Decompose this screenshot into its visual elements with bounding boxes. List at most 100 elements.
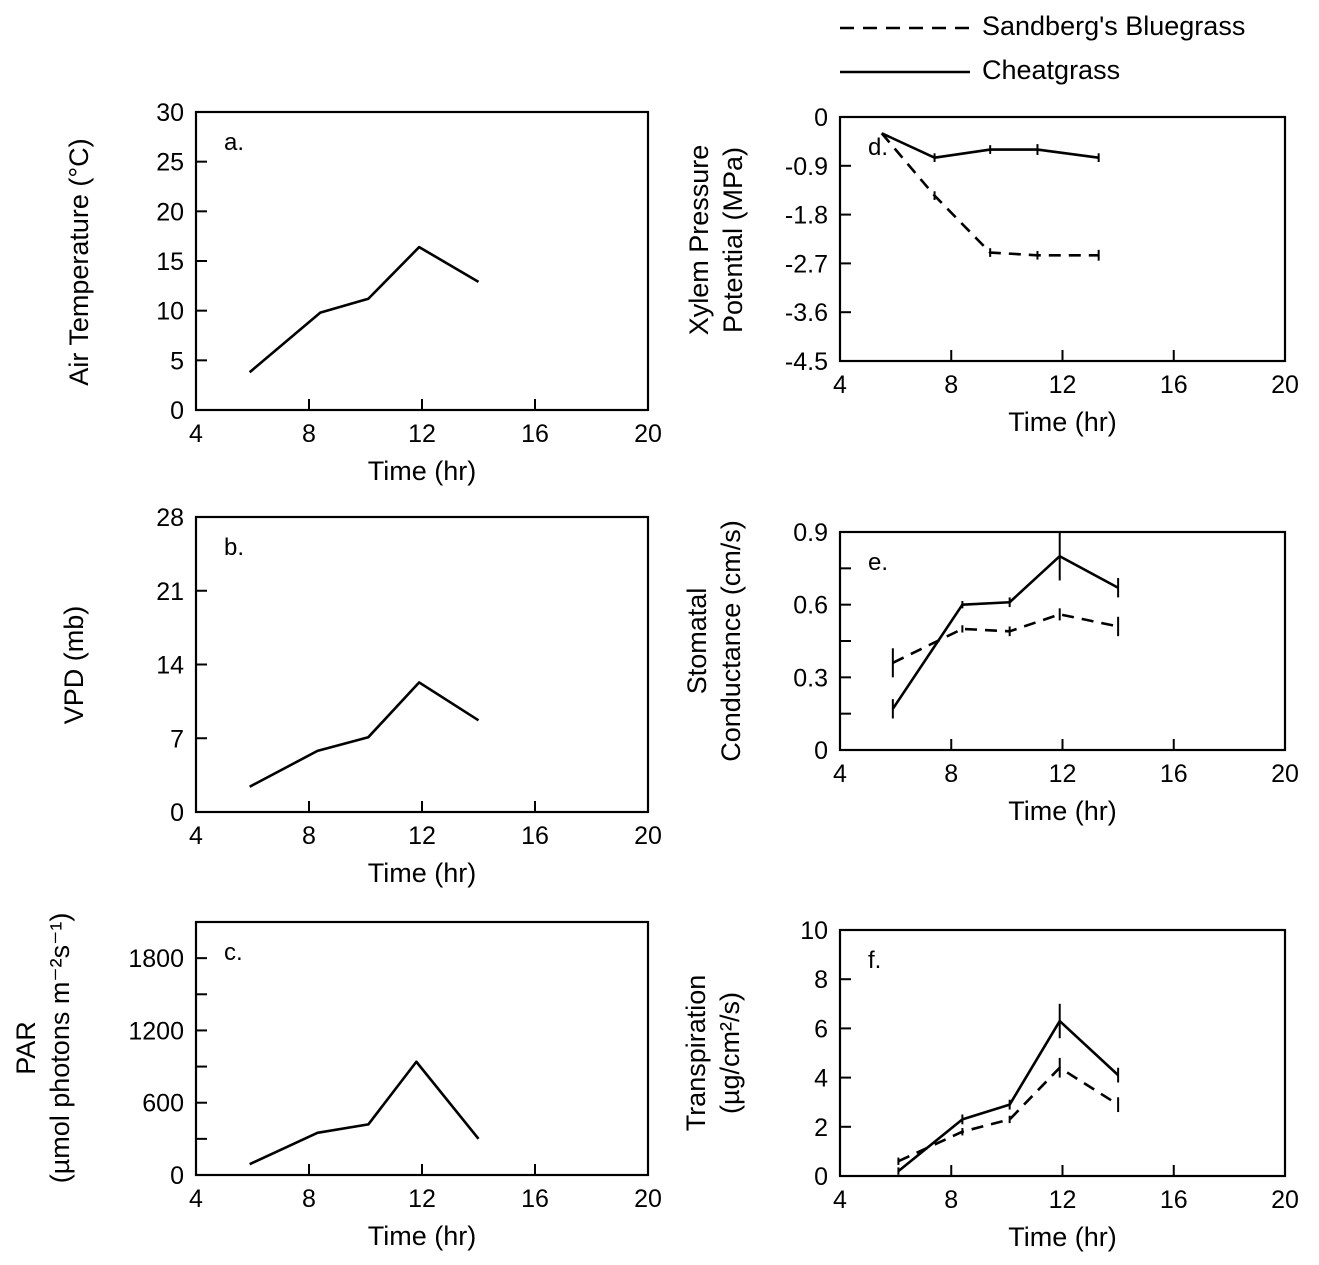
y-tick-label: 0: [170, 397, 184, 425]
y-axis-title: Potential (MPa): [718, 147, 748, 333]
y-axis-title: Conductance (cm/s): [716, 520, 746, 762]
x-tick-label: 16: [1160, 760, 1188, 788]
x-tick-label: 16: [521, 822, 549, 850]
y-tick-label: 14: [156, 652, 184, 680]
y-tick-label: 10: [800, 917, 828, 945]
y-tick-label: 0: [814, 1163, 828, 1191]
y-tick-label: 30: [156, 99, 184, 127]
panel-e: 4 8 12 16 20 0 0.3 0.6 0.9 Time (hr) Stomatal Condu…: [682, 519, 1299, 826]
legend: Sandberg's Bluegrass Cheatgrass: [840, 11, 1245, 85]
y-axis-title: VPD (mb): [59, 606, 89, 725]
series-line-cheatgrass: [897, 1019, 1120, 1173]
y-axis-title: Transpiration: [681, 975, 711, 1132]
x-axis-title: Time (hr): [368, 1221, 477, 1251]
y-axis-title: (µg/cm²/s): [715, 992, 745, 1114]
x-tick-label: 12: [1049, 760, 1077, 788]
x-axis-title: Time (hr): [1008, 796, 1117, 826]
y-tick-label: -3.6: [785, 299, 828, 327]
y-tick-label: 0.6: [793, 592, 828, 620]
y-tick-label: 1200: [128, 1017, 184, 1045]
series-line-bluegrass: [892, 613, 1119, 664]
panel-b: 4 8 12 16 20 0 7 14 21 28 Time (hr) VPD (mb) b.: [59, 504, 662, 888]
x-tick-label: 12: [1049, 371, 1077, 399]
x-tick-label: 4: [833, 760, 847, 788]
legend-label-cheatgrass: Cheatgrass: [982, 55, 1120, 85]
y-tick-label: 1800: [128, 945, 184, 973]
x-tick-label: 4: [189, 822, 203, 850]
x-tick-label: 12: [408, 420, 436, 448]
plot-frame: [194, 920, 650, 1177]
y-tick-label: 5: [170, 347, 184, 375]
y-tick-label: 8: [814, 966, 828, 994]
x-tick-label: 12: [408, 1185, 436, 1213]
panel-letter: f.: [868, 947, 881, 974]
legend-label-bluegrass: Sandberg's Bluegrass: [982, 11, 1245, 41]
y-tick-label: 0: [170, 799, 184, 827]
x-tick-label: 8: [302, 1185, 316, 1213]
x-axis-title: Time (hr): [368, 456, 477, 486]
y-tick-label: 21: [156, 578, 184, 606]
y-tick-label: 0.3: [793, 664, 828, 692]
x-tick-label: 8: [302, 822, 316, 850]
y-tick-label: -1.8: [785, 202, 828, 230]
y-tick-label: 2: [814, 1114, 828, 1142]
y-tick-label: 15: [156, 248, 184, 276]
plot-frame: [838, 928, 1287, 1178]
panel-letter: e.: [868, 549, 888, 576]
y-tick-label: 0.9: [793, 519, 828, 547]
plot-frame: [194, 110, 650, 412]
y-tick-label: 7: [170, 725, 184, 753]
y-tick-label: 20: [156, 198, 184, 226]
x-tick-label: 16: [1160, 1186, 1188, 1214]
x-tick-label: 20: [1271, 371, 1299, 399]
y-tick-label: 0: [170, 1162, 184, 1190]
y-axis-title: Air Temperature (°C): [64, 138, 94, 385]
panel-letter: c.: [224, 939, 243, 966]
panel-letter: d.: [868, 134, 888, 161]
series-line-cheatgrass: [249, 681, 480, 788]
x-tick-label: 12: [408, 822, 436, 850]
x-tick-label: 16: [521, 1185, 549, 1213]
x-tick-label: 4: [833, 371, 847, 399]
x-tick-label: 16: [1160, 371, 1188, 399]
y-tick-label: -2.7: [785, 250, 828, 278]
series-line-cheatgrass: [891, 554, 1119, 710]
x-tick-label: 4: [833, 1186, 847, 1214]
x-tick-label: 20: [634, 420, 662, 448]
x-axis-title: Time (hr): [1008, 407, 1117, 437]
y-tick-label: 0: [814, 104, 828, 132]
x-tick-label: 16: [521, 420, 549, 448]
y-tick-label: 28: [156, 504, 184, 532]
y-tick-label: 10: [156, 298, 184, 326]
y-tick-label: 25: [156, 149, 184, 177]
panel-d: 4 8 12 16 20 -4.5 -3.6 -2.7 -1.8 -0.9 0 Time (hr) Xy…: [684, 104, 1299, 437]
y-tick-label: -0.9: [785, 153, 828, 181]
x-tick-label: 20: [1271, 1186, 1299, 1214]
x-tick-label: 12: [1049, 1186, 1077, 1214]
x-tick-label: 8: [944, 1186, 958, 1214]
panel-c: 4 8 12 16 20 0 600 1200 1800 Time (hr) PAR (µmol ph…: [11, 913, 662, 1251]
x-tick-label: 20: [1271, 760, 1299, 788]
series-line-cheatgrass: [248, 245, 480, 374]
y-tick-label: 4: [814, 1065, 828, 1093]
x-axis-title: Time (hr): [1008, 1222, 1117, 1252]
plot-frame: [194, 515, 650, 814]
x-tick-label: 8: [302, 420, 316, 448]
y-tick-label: 6: [814, 1015, 828, 1043]
x-tick-label: 20: [634, 1185, 662, 1213]
y-tick-label: 0: [814, 737, 828, 765]
panel-f: 4 8 12 16 20 0 2 4 6 8 10 Time (hr) Transpiration (µg…: [681, 917, 1299, 1252]
x-tick-label: 8: [944, 371, 958, 399]
x-tick-label: 4: [189, 420, 203, 448]
plot-frame: [838, 530, 1287, 752]
x-tick-label: 8: [944, 760, 958, 788]
series-line-cheatgrass: [249, 1060, 480, 1166]
y-axis-title: (µmol photons m⁻²s⁻¹): [45, 913, 75, 1184]
series-line-bluegrass: [897, 1066, 1119, 1163]
y-axis-title: Xylem Pressure: [684, 145, 714, 336]
panel-letter: b.: [224, 534, 244, 561]
panel-a: 4 8 12 16 20 0 5 10 15 20 25 30 Time (hr) Air Tempera…: [64, 99, 662, 486]
x-tick-label: 20: [634, 822, 662, 850]
panel-letter: a.: [224, 129, 244, 156]
y-axis-title: Stomatal: [682, 588, 712, 695]
